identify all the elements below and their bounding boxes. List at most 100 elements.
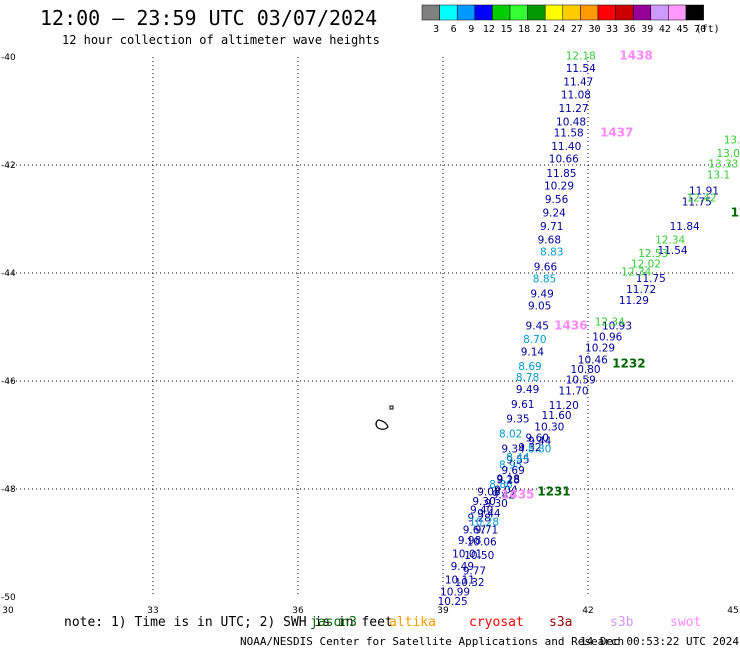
swh-value: 13.5 <box>724 134 740 146</box>
swh-value: 11.75 <box>636 273 666 285</box>
swh-value: 11.60 <box>542 410 572 422</box>
colorbar-swatch <box>685 4 704 21</box>
swh-value: 9.30 <box>472 496 495 508</box>
colorbar-swatch <box>492 4 511 21</box>
swh-value: 9.14 <box>521 347 545 359</box>
swh-value: 10.28 <box>469 517 499 529</box>
swh-value: 9.77 <box>463 565 486 577</box>
swh-value: 9.68 <box>538 234 561 246</box>
swh-value: 9.40 <box>470 504 493 516</box>
swh-value: 8.80 <box>528 443 551 455</box>
pass-label: 1438 <box>619 49 652 63</box>
colorbar-label: 30 <box>588 24 600 35</box>
swh-value: 9.45 <box>526 321 549 333</box>
satellite-legend-item: s3b <box>610 615 634 630</box>
colorbar-swatch <box>474 4 493 21</box>
swh-value: 11.70 <box>558 386 588 398</box>
swh-value: 12.02 <box>631 259 661 271</box>
colorbar-label: 12 <box>483 24 495 35</box>
swh-value: 12.53 <box>638 248 668 260</box>
satellite-legend-item: altika <box>389 615 436 630</box>
swh-value: 10.59 <box>566 375 596 387</box>
colorbar-swatch <box>421 4 440 21</box>
swh-value: 9.44 <box>528 436 552 448</box>
colorbar-label: 70 <box>694 24 706 35</box>
swh-value: 11.85 <box>546 168 576 180</box>
swh-value: 9.28 <box>468 512 491 524</box>
swh-value: 9.71 <box>540 221 563 233</box>
pass-label: 1437 <box>600 125 633 139</box>
swh-value: 8.86 <box>489 479 513 491</box>
swh-value: 8.95 <box>499 459 522 471</box>
swh-value: 8.44 <box>506 452 530 464</box>
colorbar-swatch <box>544 4 564 21</box>
footer-credit: NOAA/NESDIS Center for Satellite Applica… <box>240 635 625 648</box>
swh-value: 9.18 <box>497 474 520 486</box>
pass-label: 1436 <box>554 319 587 333</box>
colorbar-label: 39 <box>641 24 653 35</box>
swh-value: 13.33 <box>708 159 738 171</box>
swh-value: 9.44 <box>477 508 501 520</box>
swh-value: 8.85 <box>533 274 556 286</box>
colorbar-swatch <box>650 4 669 21</box>
island-label: Crozet <box>386 438 390 441</box>
pass-labels: 1438 1437 1436 1435 1232 1231 12 <box>501 49 740 502</box>
colorbar-swatch <box>439 4 458 21</box>
lat-label: -42 <box>1 161 16 171</box>
swh-value: 12.18 <box>566 51 596 63</box>
swh-value: 9.24 <box>542 207 566 219</box>
swh-value: 9.49 <box>530 288 553 300</box>
swh-value: 11.08 <box>561 90 591 102</box>
lon-label: 45 <box>727 606 738 616</box>
swh-value: 10.46 <box>578 355 608 367</box>
swh-value: 9.42 <box>492 490 515 502</box>
swh-value: 8.83 <box>540 247 563 259</box>
swh-value: 12.34 <box>621 267 651 279</box>
swh-value: 9.69 <box>501 465 524 477</box>
colorbar-label: 27 <box>571 24 583 35</box>
swh-value: 8.02 <box>499 429 522 441</box>
swh-value: 9.49 <box>451 561 474 573</box>
swh-value: 10.80 <box>571 364 601 376</box>
colorbar-label: 33 <box>606 24 618 35</box>
swh-value: 9.49 <box>516 384 539 396</box>
swh-value: 10.11 <box>445 575 475 587</box>
colorbar-swatch <box>632 4 652 21</box>
lat-label: -46 <box>1 377 16 387</box>
colorbar-label: 15 <box>500 24 512 35</box>
swh-value: 9.56 <box>545 194 569 206</box>
colorbar-swatch <box>597 4 616 21</box>
swh-value: 9.67 <box>463 524 486 536</box>
pass-label: 1435 <box>501 488 534 502</box>
swh-value: 9.71 <box>475 524 498 536</box>
swh-value: 11.27 <box>558 103 588 115</box>
swh-value: 11.29 <box>619 295 649 307</box>
swh-value: 9.60 <box>526 432 549 444</box>
colorbar-unit: (ft) <box>696 24 720 35</box>
colorbar-swatch <box>668 4 687 21</box>
swh-value: 10.66 <box>549 153 579 165</box>
colorbar-label: 9 <box>468 24 474 35</box>
colorbar-swatch <box>580 4 599 21</box>
footer-date: 14 Dec 00:53:22 UTC 2024 <box>580 635 739 648</box>
lat-label: -44 <box>1 269 16 279</box>
colorbar-label: 42 <box>659 24 671 35</box>
swh-value: 10.48 <box>556 117 586 129</box>
swh-value: 11.75 <box>682 197 712 209</box>
swh-value: 9.61 <box>511 399 534 411</box>
colorbar-swatch <box>527 4 546 21</box>
lat-label: -48 <box>1 485 16 495</box>
colorbar-label: 18 <box>518 24 530 35</box>
map-grid: 30 33 36 39 42 45 -40 -42 -44 -46 -48 -50 <box>1 53 739 616</box>
swh-value: 9.04 <box>494 484 518 496</box>
lon-label: 39 <box>437 606 449 616</box>
swh-value: 9.08 <box>477 486 500 498</box>
swh-value: 10.96 <box>592 332 622 344</box>
swh-value: 11.84 <box>670 221 700 233</box>
lon-label: 30 <box>2 606 14 616</box>
swh-value: 9.66 <box>534 261 558 273</box>
colorbar-label: 36 <box>624 24 636 35</box>
swh-value: 11.20 <box>549 400 579 412</box>
page-title: 12:00 — 23:59 UTC 03/07/2024 <box>40 6 378 30</box>
